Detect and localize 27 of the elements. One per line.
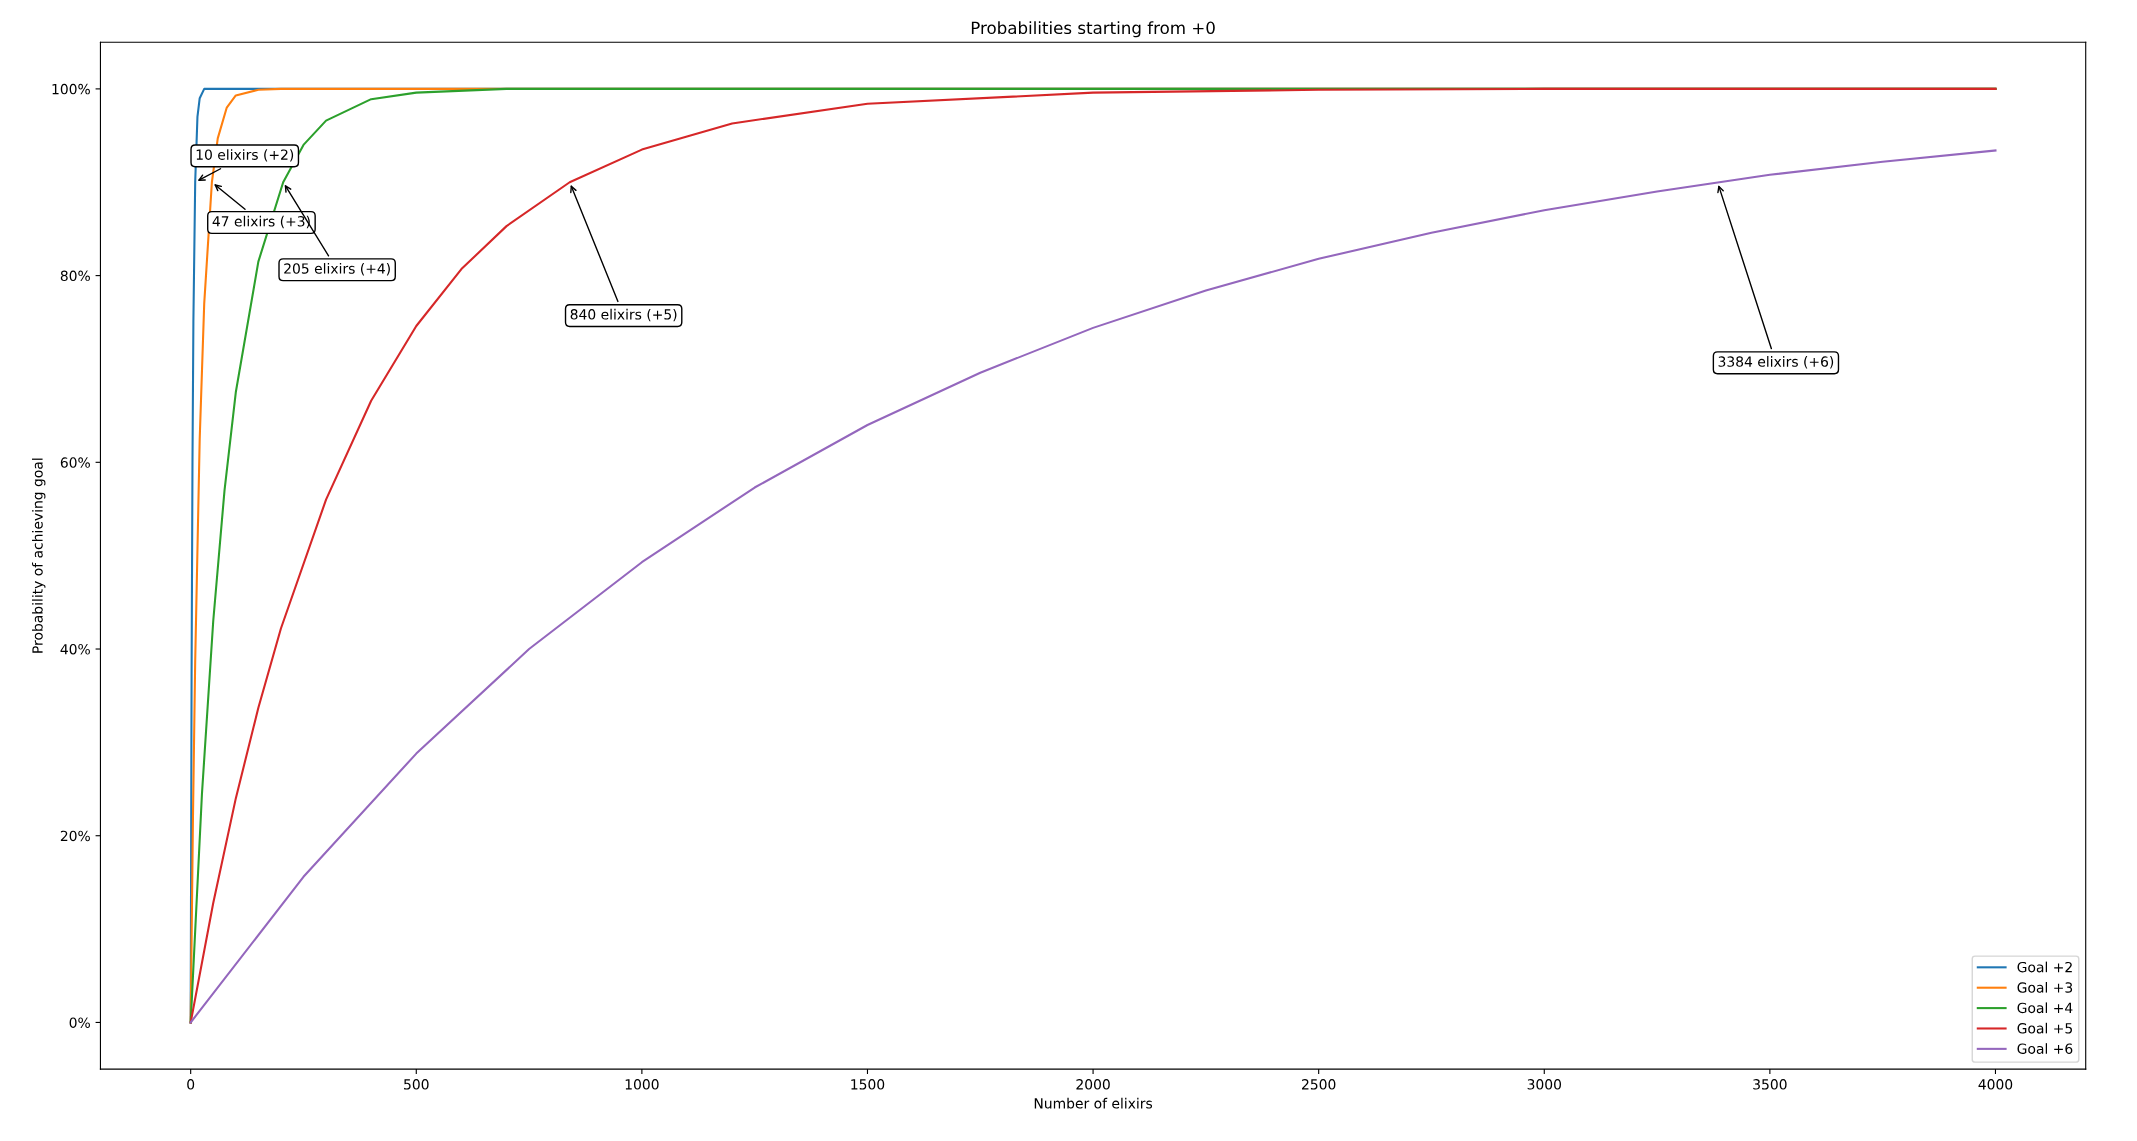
x-tick-label: 2000 [1076, 1079, 1110, 1090]
x-tick-label: 3000 [1527, 1079, 1562, 1090]
annotation: 3384 elixirs (+6) [1718, 356, 1834, 369]
x-tick-label: 2500 [1302, 1079, 1336, 1090]
y-axis-title: Probability of achieving goal [32, 458, 46, 653]
x-tick-label: 1500 [851, 1079, 885, 1090]
x-axis-title: Number of elixirs [1034, 1097, 1153, 1109]
legend-label: Goal +5 [2017, 1022, 2072, 1034]
legend-label: Goal +6 [2017, 1043, 2073, 1054]
y-tick-label: 40% [60, 643, 90, 655]
x-tick-label: 0 [187, 1079, 195, 1090]
annotation: 840 elixirs (+5) [570, 308, 677, 322]
chart-title: Probabilities starting from +0 [971, 21, 1215, 38]
x-tick-label: 3500 [1753, 1079, 1787, 1090]
annotation: 10 elixirs (+2) [196, 149, 294, 162]
legend-label: Goal +2 [2017, 961, 2072, 973]
legend-label: Goal +3 [2017, 982, 2073, 993]
y-tick-label: 60% [60, 457, 90, 468]
legend-label: Goal +4 [2017, 1002, 2073, 1014]
y-tick-label: 20% [60, 830, 90, 842]
y-tick-label: 100% [52, 83, 90, 95]
annotation: 205 elixirs (+4) [284, 263, 390, 276]
x-tick-label: 1000 [625, 1079, 659, 1090]
x-tick-label: 4000 [1978, 1079, 2013, 1090]
y-tick-label: 80% [60, 270, 90, 282]
x-tick-label: 500 [404, 1079, 429, 1090]
y-tick-label: 0% [69, 1017, 90, 1028]
